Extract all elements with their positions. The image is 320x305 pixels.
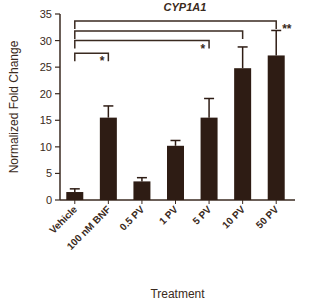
x-tick (209, 200, 210, 204)
y-tick-label: 35 (40, 8, 52, 20)
error-bar (271, 30, 281, 55)
y-tick-label: 25 (40, 61, 52, 73)
x-axis-label: Treatment (150, 287, 205, 301)
error-bar (238, 47, 248, 68)
error-bar (103, 106, 113, 118)
error-stem (108, 106, 110, 118)
y-tick-label: 0 (46, 194, 52, 206)
y-tick-label: 10 (40, 141, 52, 153)
x-tick (141, 200, 142, 204)
y-tick-label: 30 (40, 35, 52, 47)
bar (167, 146, 184, 200)
significance-label: * (100, 54, 105, 68)
x-tick (276, 200, 277, 204)
x-tick-label: Vehicle (47, 203, 79, 235)
bar (234, 68, 251, 200)
error-cap (171, 140, 181, 142)
y-tick (55, 120, 60, 121)
x-tick (175, 200, 176, 204)
error-cap (204, 98, 214, 100)
y-tick (55, 146, 60, 147)
bar (133, 181, 150, 200)
error-bar (70, 189, 80, 192)
error-stem (242, 47, 244, 68)
x-tick-label: 50 PV (254, 203, 281, 230)
x-tick-label: 1 PV (157, 203, 180, 226)
y-axis (59, 14, 61, 200)
error-stem (275, 30, 277, 55)
y-tick-label: 15 (40, 114, 52, 126)
error-cap (70, 188, 80, 190)
x-tick (108, 200, 109, 204)
y-axis-label: Normalized Fold Change (7, 40, 21, 173)
chart: CYP1A1 0 5 10 15 20 25 30 35 Normalized Fold Chan… (0, 0, 320, 305)
y-tick (55, 173, 60, 174)
x-tick-label: 100 nM BNF (65, 204, 113, 252)
y-tick (55, 13, 60, 14)
bar (201, 118, 218, 200)
error-cap (137, 177, 147, 179)
y-tick (55, 93, 60, 94)
bar (66, 192, 83, 200)
x-tick (242, 200, 243, 204)
significance-bracket (75, 21, 276, 29)
y-tick (55, 67, 60, 68)
y-tick-label: 5 (46, 167, 52, 179)
error-bar (171, 140, 181, 145)
x-tick-label: 10 PV (220, 203, 247, 230)
x-tick (74, 200, 75, 204)
error-cap (103, 105, 113, 107)
error-bar (204, 98, 214, 117)
error-cap (238, 46, 248, 48)
significance-bracket (75, 31, 243, 39)
significance-bracket (75, 41, 209, 49)
error-bar (137, 178, 147, 182)
error-stem (208, 98, 210, 117)
significance-label: ** (282, 22, 292, 36)
error-stem (175, 140, 177, 145)
y-tick (55, 199, 60, 200)
error-cap (271, 30, 281, 32)
x-tick-label: 0.5 PV (117, 203, 146, 232)
y-tick (55, 40, 60, 41)
y-tick-label: 20 (40, 88, 52, 100)
title: CYP1A1 (164, 1, 207, 13)
significance-label: * (200, 42, 205, 56)
bar (268, 55, 285, 200)
bar (100, 118, 117, 200)
x-tick-label: 5 PV (190, 203, 213, 226)
